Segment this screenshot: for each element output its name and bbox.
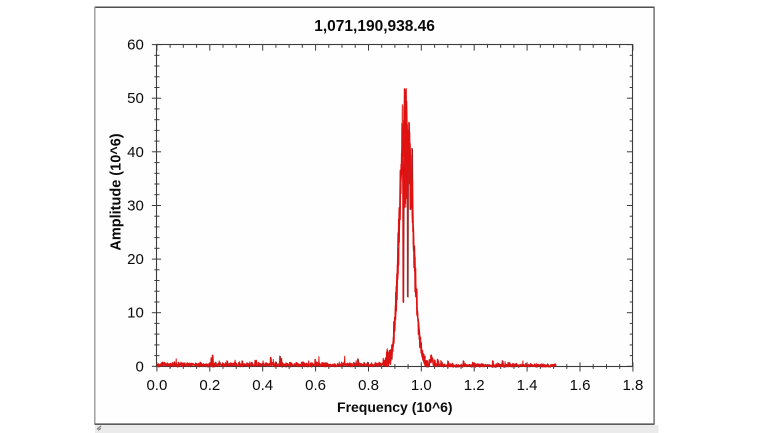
svg-text:1.8: 1.8 <box>622 377 643 394</box>
svg-text:0: 0 <box>135 358 143 375</box>
svg-text:0.0: 0.0 <box>146 377 167 394</box>
svg-text:0.2: 0.2 <box>199 377 220 394</box>
svg-text:60: 60 <box>127 37 144 54</box>
svg-text:30: 30 <box>127 198 144 215</box>
svg-text:1.0: 1.0 <box>411 377 432 394</box>
svg-text:Frequency (10^6): Frequency (10^6) <box>337 399 453 415</box>
svg-text:10: 10 <box>127 305 144 322</box>
svg-text:40: 40 <box>127 144 144 161</box>
svg-text:1.6: 1.6 <box>570 377 591 394</box>
svg-text:1.2: 1.2 <box>464 377 485 394</box>
svg-text:20: 20 <box>127 251 144 268</box>
svg-text:0.8: 0.8 <box>358 377 379 394</box>
svg-text:0.6: 0.6 <box>305 377 326 394</box>
svg-text:0.4: 0.4 <box>252 377 273 394</box>
svg-text:Amplitude (10^6): Amplitude (10^6) <box>109 133 125 250</box>
svg-text:50: 50 <box>127 90 144 107</box>
svg-text:1,071,190,938.46: 1,071,190,938.46 <box>314 18 435 35</box>
svg-text:1.4: 1.4 <box>517 377 538 394</box>
